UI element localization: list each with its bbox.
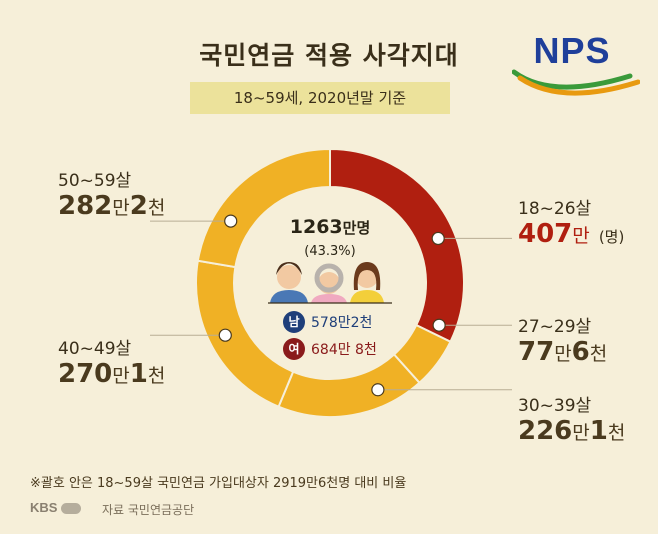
label-18-26: 18~26살 407만 (명) — [518, 199, 625, 249]
center-total: 1263만명 — [235, 216, 425, 238]
female-value: 684만 8천 — [311, 342, 377, 358]
kbs-mark-icon — [61, 503, 82, 515]
age-label: 18~26살 — [518, 199, 592, 219]
female-badge: 여 — [283, 338, 305, 360]
man-shirt — [270, 290, 308, 303]
age-label: 27~29살 — [518, 317, 592, 337]
man-hair — [276, 262, 302, 275]
broadcaster-text: KBS — [30, 500, 58, 515]
elder-shirt — [311, 294, 347, 303]
value-label: 407만 (명) — [518, 218, 625, 249]
male-stat: 남 578만2천 — [283, 311, 372, 333]
footnote: ※괄호 안은 18~59살 국민연금 가입대상자 2919만6천명 대비 비율 — [30, 476, 407, 491]
label-27-29: 27~29살 77만6천 — [518, 317, 608, 367]
value-label: 226만1천 — [518, 415, 626, 446]
donut-slice-0 — [329, 147, 465, 344]
kbs-logo: KBS — [30, 500, 82, 515]
leader-dot-2 — [371, 383, 385, 397]
donut-slice-4 — [196, 147, 331, 269]
subtitle-box: 18~59세, 2020년말 기준 — [190, 82, 450, 114]
female-stat: 여 684만 8천 — [283, 338, 377, 360]
male-value: 578만2천 — [311, 315, 373, 331]
total-unit: 만명 — [342, 219, 371, 237]
man-face — [277, 265, 301, 289]
logo-text: NPS — [533, 30, 611, 71]
woman-shirt — [350, 290, 384, 303]
center-share: (43.3%) — [304, 244, 356, 259]
value-label: 282만2천 — [58, 190, 166, 221]
donut-slice-2 — [277, 353, 421, 418]
source-credit: 자료 국민연금공단 — [102, 503, 195, 517]
label-40-49: 40~49살 270만1천 — [58, 339, 166, 389]
value-label: 270만1천 — [58, 358, 166, 389]
elder-hair — [314, 263, 344, 293]
page-title: 국민연금 적용 사각지대 — [199, 41, 459, 70]
woman-hair — [353, 262, 381, 290]
leader-dot-4 — [224, 214, 238, 228]
value-label: 77만6천 — [518, 336, 608, 367]
label-50-59: 50~59살 282만2천 — [58, 171, 166, 221]
people-illustration — [268, 262, 392, 304]
age-label: 50~59살 — [58, 171, 132, 191]
leader-dot-0 — [431, 231, 445, 246]
male-badge: 남 — [283, 311, 305, 333]
age-label: 40~49살 — [58, 339, 132, 359]
nps-logo: NPS — [512, 30, 640, 100]
leader-dot-1 — [432, 318, 446, 332]
logo-swoosh-icon — [512, 69, 640, 96]
leader-dot-3 — [218, 328, 232, 342]
label-30-39: 30~39살 226만1천 — [518, 396, 626, 446]
age-label: 30~39살 — [518, 396, 592, 416]
total-value: 1263 — [289, 216, 343, 238]
